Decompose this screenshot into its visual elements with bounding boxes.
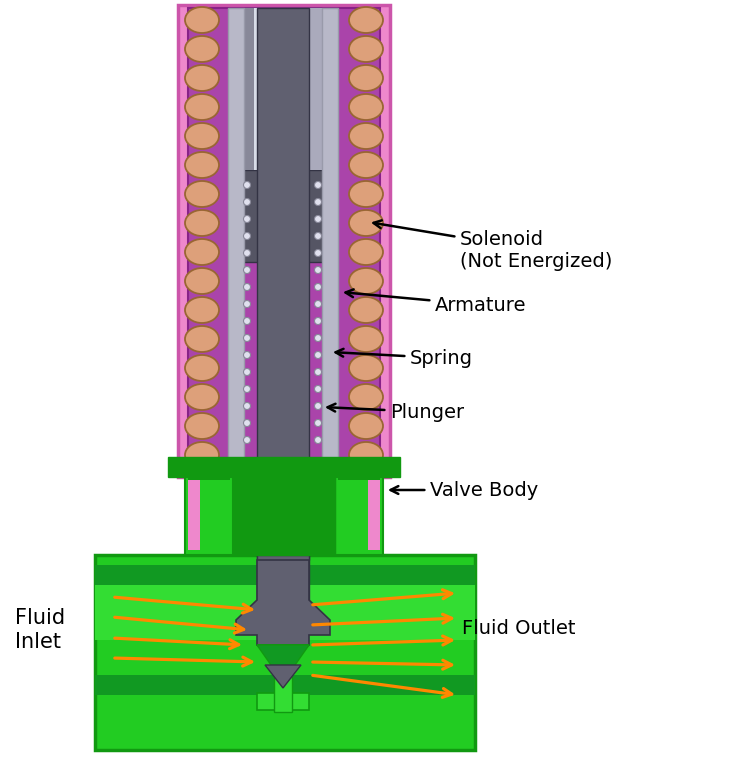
Ellipse shape [185,384,219,410]
Circle shape [243,334,250,341]
Circle shape [243,181,250,188]
Ellipse shape [349,94,383,120]
Circle shape [243,386,250,392]
Ellipse shape [185,355,219,381]
Ellipse shape [349,36,383,62]
Bar [322,8,338,470]
Circle shape [315,369,321,376]
Circle shape [243,437,250,444]
Text: Armature: Armature [345,289,527,314]
Ellipse shape [185,297,219,323]
Circle shape [315,437,321,444]
Circle shape [315,233,321,239]
Circle shape [315,216,321,223]
Polygon shape [257,645,309,710]
Text: Plunger: Plunger [327,402,464,422]
Polygon shape [257,645,309,665]
Ellipse shape [185,65,219,91]
Bar [368,477,380,550]
Circle shape [315,249,321,256]
Ellipse shape [349,123,383,149]
Circle shape [243,301,250,308]
Circle shape [315,317,321,324]
Ellipse shape [185,36,219,62]
Circle shape [315,198,321,206]
Bar [335,477,383,555]
Bar [288,8,322,170]
Ellipse shape [349,297,383,323]
Bar [95,585,475,640]
Ellipse shape [349,442,383,468]
Ellipse shape [185,123,219,149]
Circle shape [315,334,321,341]
Ellipse shape [349,239,383,265]
Circle shape [243,369,250,376]
Text: Valve Body: Valve Body [390,480,539,500]
Ellipse shape [349,384,383,410]
Ellipse shape [185,94,219,120]
Bar [338,472,380,480]
Circle shape [315,181,321,188]
Bar [188,477,200,550]
Ellipse shape [349,65,383,91]
Circle shape [243,249,250,256]
Polygon shape [236,560,330,645]
Ellipse shape [185,268,219,294]
Circle shape [243,284,250,291]
Bar [178,5,390,477]
Bar [188,472,230,480]
Circle shape [315,266,321,274]
Circle shape [243,216,250,223]
Text: Spring: Spring [336,349,473,367]
Circle shape [315,419,321,427]
Bar [257,555,309,600]
Bar [254,8,288,170]
Text: Fluid
Inlet: Fluid Inlet [15,608,65,652]
Bar [185,477,233,555]
Ellipse shape [349,181,383,207]
Circle shape [243,266,250,274]
Ellipse shape [185,181,219,207]
Ellipse shape [349,268,383,294]
Ellipse shape [185,239,219,265]
Text: Fluid Outlet: Fluid Outlet [462,618,575,637]
Circle shape [315,402,321,409]
Bar [244,8,254,170]
Bar [257,8,309,560]
Circle shape [243,419,250,427]
Ellipse shape [349,7,383,33]
Bar [240,170,326,262]
Circle shape [243,317,250,324]
Circle shape [243,351,250,359]
Ellipse shape [185,442,219,468]
Circle shape [243,402,250,409]
Bar [228,8,244,470]
Ellipse shape [185,326,219,352]
Bar [95,675,475,695]
Circle shape [315,284,321,291]
Bar [188,8,380,469]
Ellipse shape [185,152,219,178]
Bar [168,457,400,477]
Circle shape [315,301,321,308]
Bar [95,555,475,750]
Ellipse shape [349,355,383,381]
Circle shape [243,233,250,239]
Circle shape [315,351,321,359]
Ellipse shape [349,210,383,236]
Text: Solenoid
(Not Energized): Solenoid (Not Energized) [374,220,613,271]
Polygon shape [265,665,301,688]
Ellipse shape [349,326,383,352]
Ellipse shape [185,7,219,33]
Ellipse shape [349,152,383,178]
Bar [233,477,335,555]
Bar [95,565,475,590]
Ellipse shape [185,210,219,236]
Circle shape [243,198,250,206]
Bar [274,677,292,712]
Circle shape [315,386,321,392]
Ellipse shape [349,413,383,439]
Ellipse shape [185,413,219,439]
Bar [244,8,322,170]
